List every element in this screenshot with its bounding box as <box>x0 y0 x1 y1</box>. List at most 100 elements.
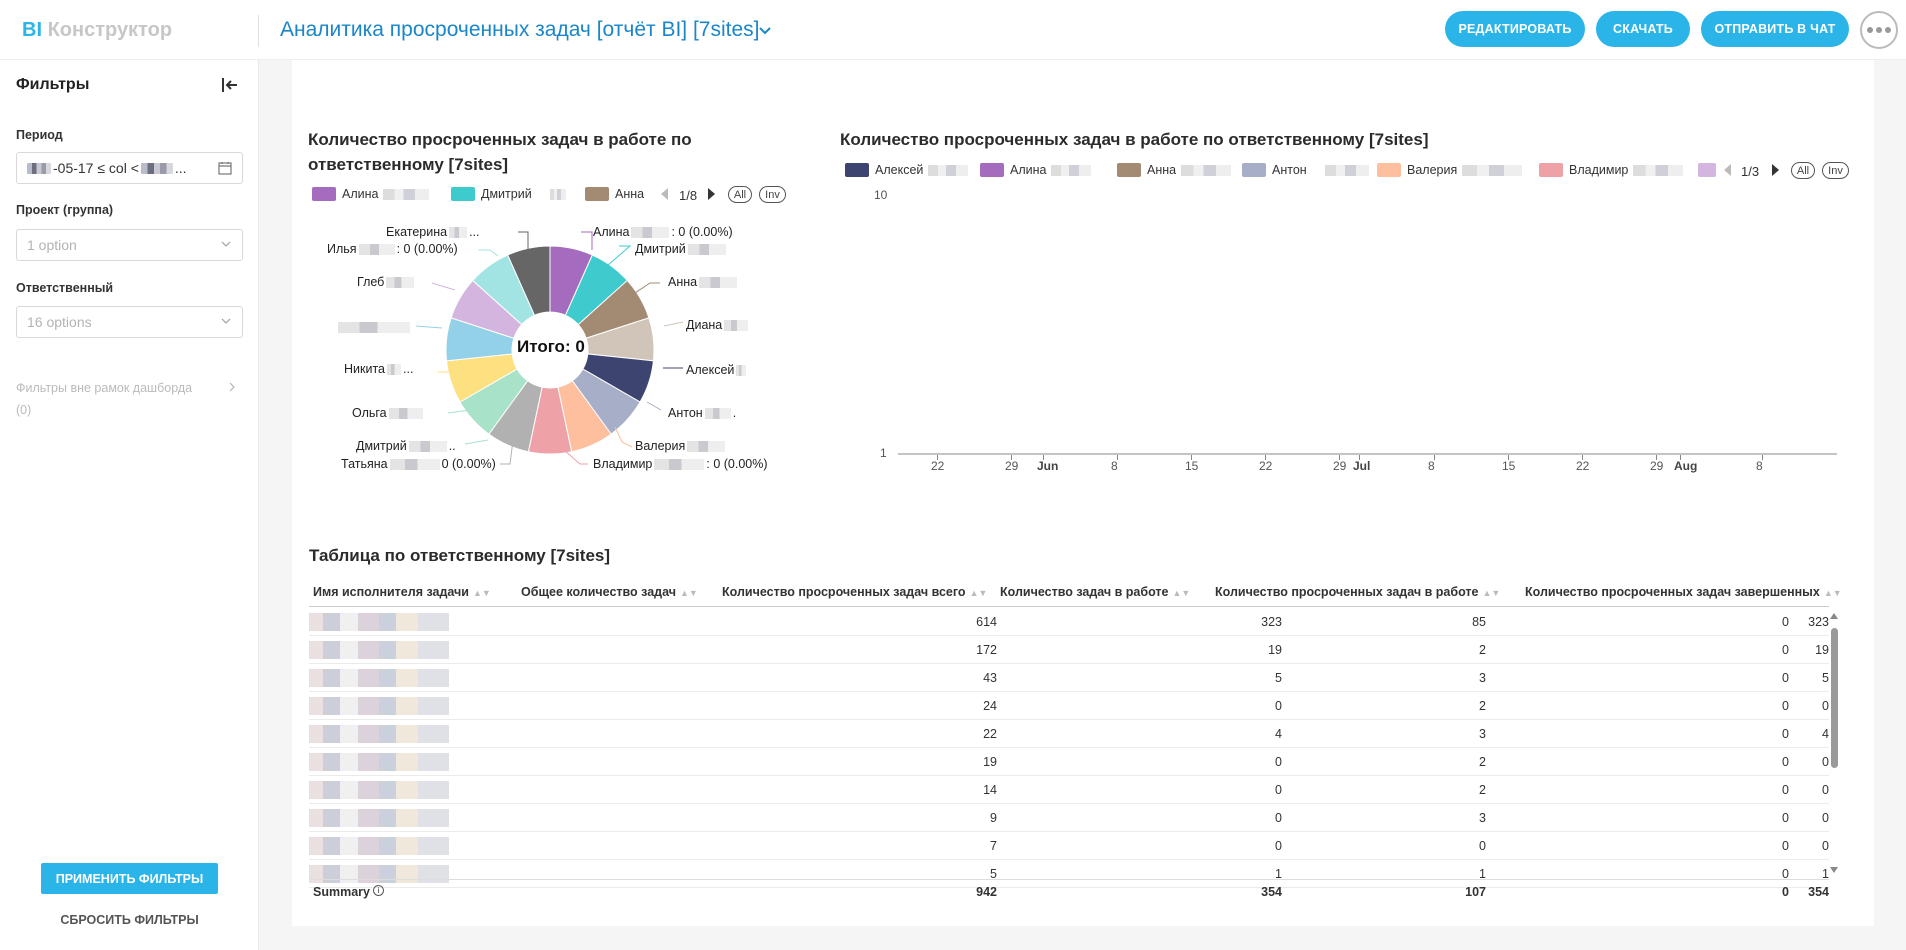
x-tick-mark <box>1117 455 1118 460</box>
app-logo[interactable]: BI Конструктор <box>22 19 173 41</box>
table-cell: 14 <box>983 783 997 797</box>
header-divider <box>309 606 1829 607</box>
line-legend-item[interactable]: Анна <box>1117 163 1232 177</box>
line-legend-item[interactable]: Антон <box>1242 163 1369 177</box>
period-label: Период <box>16 128 63 142</box>
table-row[interactable]: 5 1 1 0 1 <box>309 860 1829 888</box>
table-cell: 0 <box>1275 755 1282 769</box>
table-row[interactable]: 172 19 2 0 19 <box>309 636 1829 664</box>
pie-label: Глеб <box>357 275 416 289</box>
calendar-icon[interactable] <box>218 161 232 175</box>
column-header[interactable]: Количество просроченных задач завершенны… <box>1525 585 1842 599</box>
legend-inverse-button[interactable]: Inv <box>1822 162 1849 179</box>
table-cell: 0 <box>1782 839 1789 853</box>
pie-slice[interactable] <box>507 245 551 316</box>
line-legend-item[interactable]: Алексей <box>845 163 969 177</box>
outside-filters-link[interactable]: Фильтры вне рамок дашборда (0) <box>16 381 193 417</box>
column-header[interactable]: Количество задач в работе ▲▼ <box>1000 585 1191 599</box>
next-page-icon[interactable] <box>707 187 717 201</box>
line-legend-item[interactable]: Валерия <box>1377 163 1523 177</box>
table-cell: 0 <box>1822 755 1829 769</box>
pie-label: Валерия <box>635 439 727 453</box>
send-to-chat-button[interactable]: ОТПРАВИТЬ В ЧАТ <box>1701 11 1849 47</box>
pie-legend-item[interactable]: Дмитрий <box>451 187 566 201</box>
column-header[interactable]: Имя исполнителя задачи ▲▼ <box>313 585 491 599</box>
table-row[interactable]: 19 0 2 0 0 <box>309 748 1829 776</box>
line-legend-item[interactable] <box>1698 163 1722 177</box>
table-cell: 19 <box>1815 643 1829 657</box>
chevron-down-icon <box>221 241 231 247</box>
column-header[interactable]: Количество просроченных задач в работе ▲▼ <box>1215 585 1501 599</box>
assignee-name-redacted <box>309 669 449 687</box>
dashboard-panel <box>292 60 1874 926</box>
line-legend-item[interactable]: Алина <box>980 163 1092 177</box>
info-icon[interactable]: i <box>373 885 384 896</box>
more-icon[interactable] <box>1860 11 1898 49</box>
column-header[interactable]: Общее количество задач ▲▼ <box>521 585 698 599</box>
legend-all-button[interactable]: All <box>728 186 752 203</box>
collapse-sidebar-icon[interactable] <box>220 75 240 95</box>
pie-total-label: Итого: 0 <box>517 337 585 356</box>
x-tick-label: Aug <box>1674 459 1698 473</box>
reset-filters-button[interactable]: СБРОСИТЬ ФИЛЬТРЫ <box>60 913 199 927</box>
pie-label-leaders <box>415 231 684 465</box>
assignee-name-redacted <box>309 613 449 631</box>
scroll-down-icon[interactable] <box>1829 866 1839 874</box>
y-tick-label: 10 <box>874 188 888 202</box>
pie-chart[interactable] <box>440 240 660 460</box>
table-cell: 1 <box>1479 867 1486 881</box>
x-tick-label: 15 <box>1185 459 1199 473</box>
chevron-right-icon[interactable] <box>226 381 238 393</box>
assignee-name-redacted <box>309 837 449 855</box>
table-cell: 0 <box>1275 811 1282 825</box>
table-cell: 5 <box>1275 671 1282 685</box>
table-cell: 3 <box>1479 811 1486 825</box>
redacted-text <box>27 162 51 174</box>
x-tick-mark <box>1762 455 1763 460</box>
pie-chart-title: Количество просроченных задач в работе п… <box>308 130 692 174</box>
table-row[interactable]: 9 0 3 0 0 <box>309 804 1829 832</box>
prev-page-icon[interactable] <box>1722 163 1732 177</box>
pie-label: Анна <box>668 275 739 289</box>
scroll-up-icon[interactable] <box>1829 612 1839 620</box>
chevron-down-icon[interactable] <box>757 22 773 38</box>
table-cell: 4 <box>1275 727 1282 741</box>
assignee-select[interactable]: 16 options <box>16 306 243 338</box>
column-header[interactable]: Количество просроченных задач всего ▲▼ <box>722 585 988 599</box>
line-chart[interactable] <box>880 190 1840 480</box>
table-title: Таблица по ответственному [7sites] <box>309 546 611 565</box>
table-cell: 0 <box>1782 811 1789 825</box>
table-cell: 0 <box>1479 839 1486 853</box>
pie-legend-item[interactable]: Алина <box>312 187 430 201</box>
x-tick-label: 8 <box>1756 459 1763 473</box>
table-row[interactable]: 24 0 2 0 0 <box>309 692 1829 720</box>
table-cell: 85 <box>1472 615 1486 629</box>
table-cell: 2 <box>1479 643 1486 657</box>
project-select[interactable]: 1 option <box>16 229 243 261</box>
pie-label: Алексей <box>686 363 748 377</box>
table-row[interactable]: 614 323 85 0 323 <box>309 608 1829 636</box>
edit-button[interactable]: РЕДАКТИРОВАТЬ <box>1445 11 1585 47</box>
next-page-icon[interactable] <box>1771 163 1781 177</box>
table-row[interactable]: 22 4 3 0 4 <box>309 720 1829 748</box>
table-cell: 0 <box>1275 783 1282 797</box>
assignee-name-redacted <box>309 809 449 827</box>
dashboard-title: Аналитика просроченных задач [отчёт BI] … <box>280 18 760 41</box>
legend-all-button[interactable]: All <box>1791 162 1815 179</box>
apply-filters-button[interactable]: ПРИМЕНИТЬ ФИЛЬТРЫ <box>41 863 218 894</box>
line-legend-item[interactable]: Владимир <box>1539 163 1684 177</box>
table-row[interactable]: 14 0 2 0 0 <box>309 776 1829 804</box>
table-cell: 0 <box>1782 755 1789 769</box>
table-cell: 9 <box>990 811 997 825</box>
pie-legend-item[interactable]: Анна <box>585 187 644 201</box>
download-button[interactable]: СКАЧАТЬ <box>1596 11 1690 47</box>
assignee-label: Ответственный <box>16 281 114 295</box>
filters-sidebar: Фильтры Период -05-17 ≤ col < ... Проект… <box>0 60 259 950</box>
table-cell: 0 <box>1275 699 1282 713</box>
legend-inverse-button[interactable]: Inv <box>759 186 786 203</box>
prev-page-icon[interactable] <box>659 187 669 201</box>
table-row[interactable]: 43 5 3 0 5 <box>309 664 1829 692</box>
table-row[interactable]: 7 0 0 0 0 <box>309 832 1829 860</box>
period-field[interactable]: -05-17 ≤ col < ... <box>16 152 243 184</box>
scrollbar-thumb[interactable] <box>1831 628 1838 768</box>
